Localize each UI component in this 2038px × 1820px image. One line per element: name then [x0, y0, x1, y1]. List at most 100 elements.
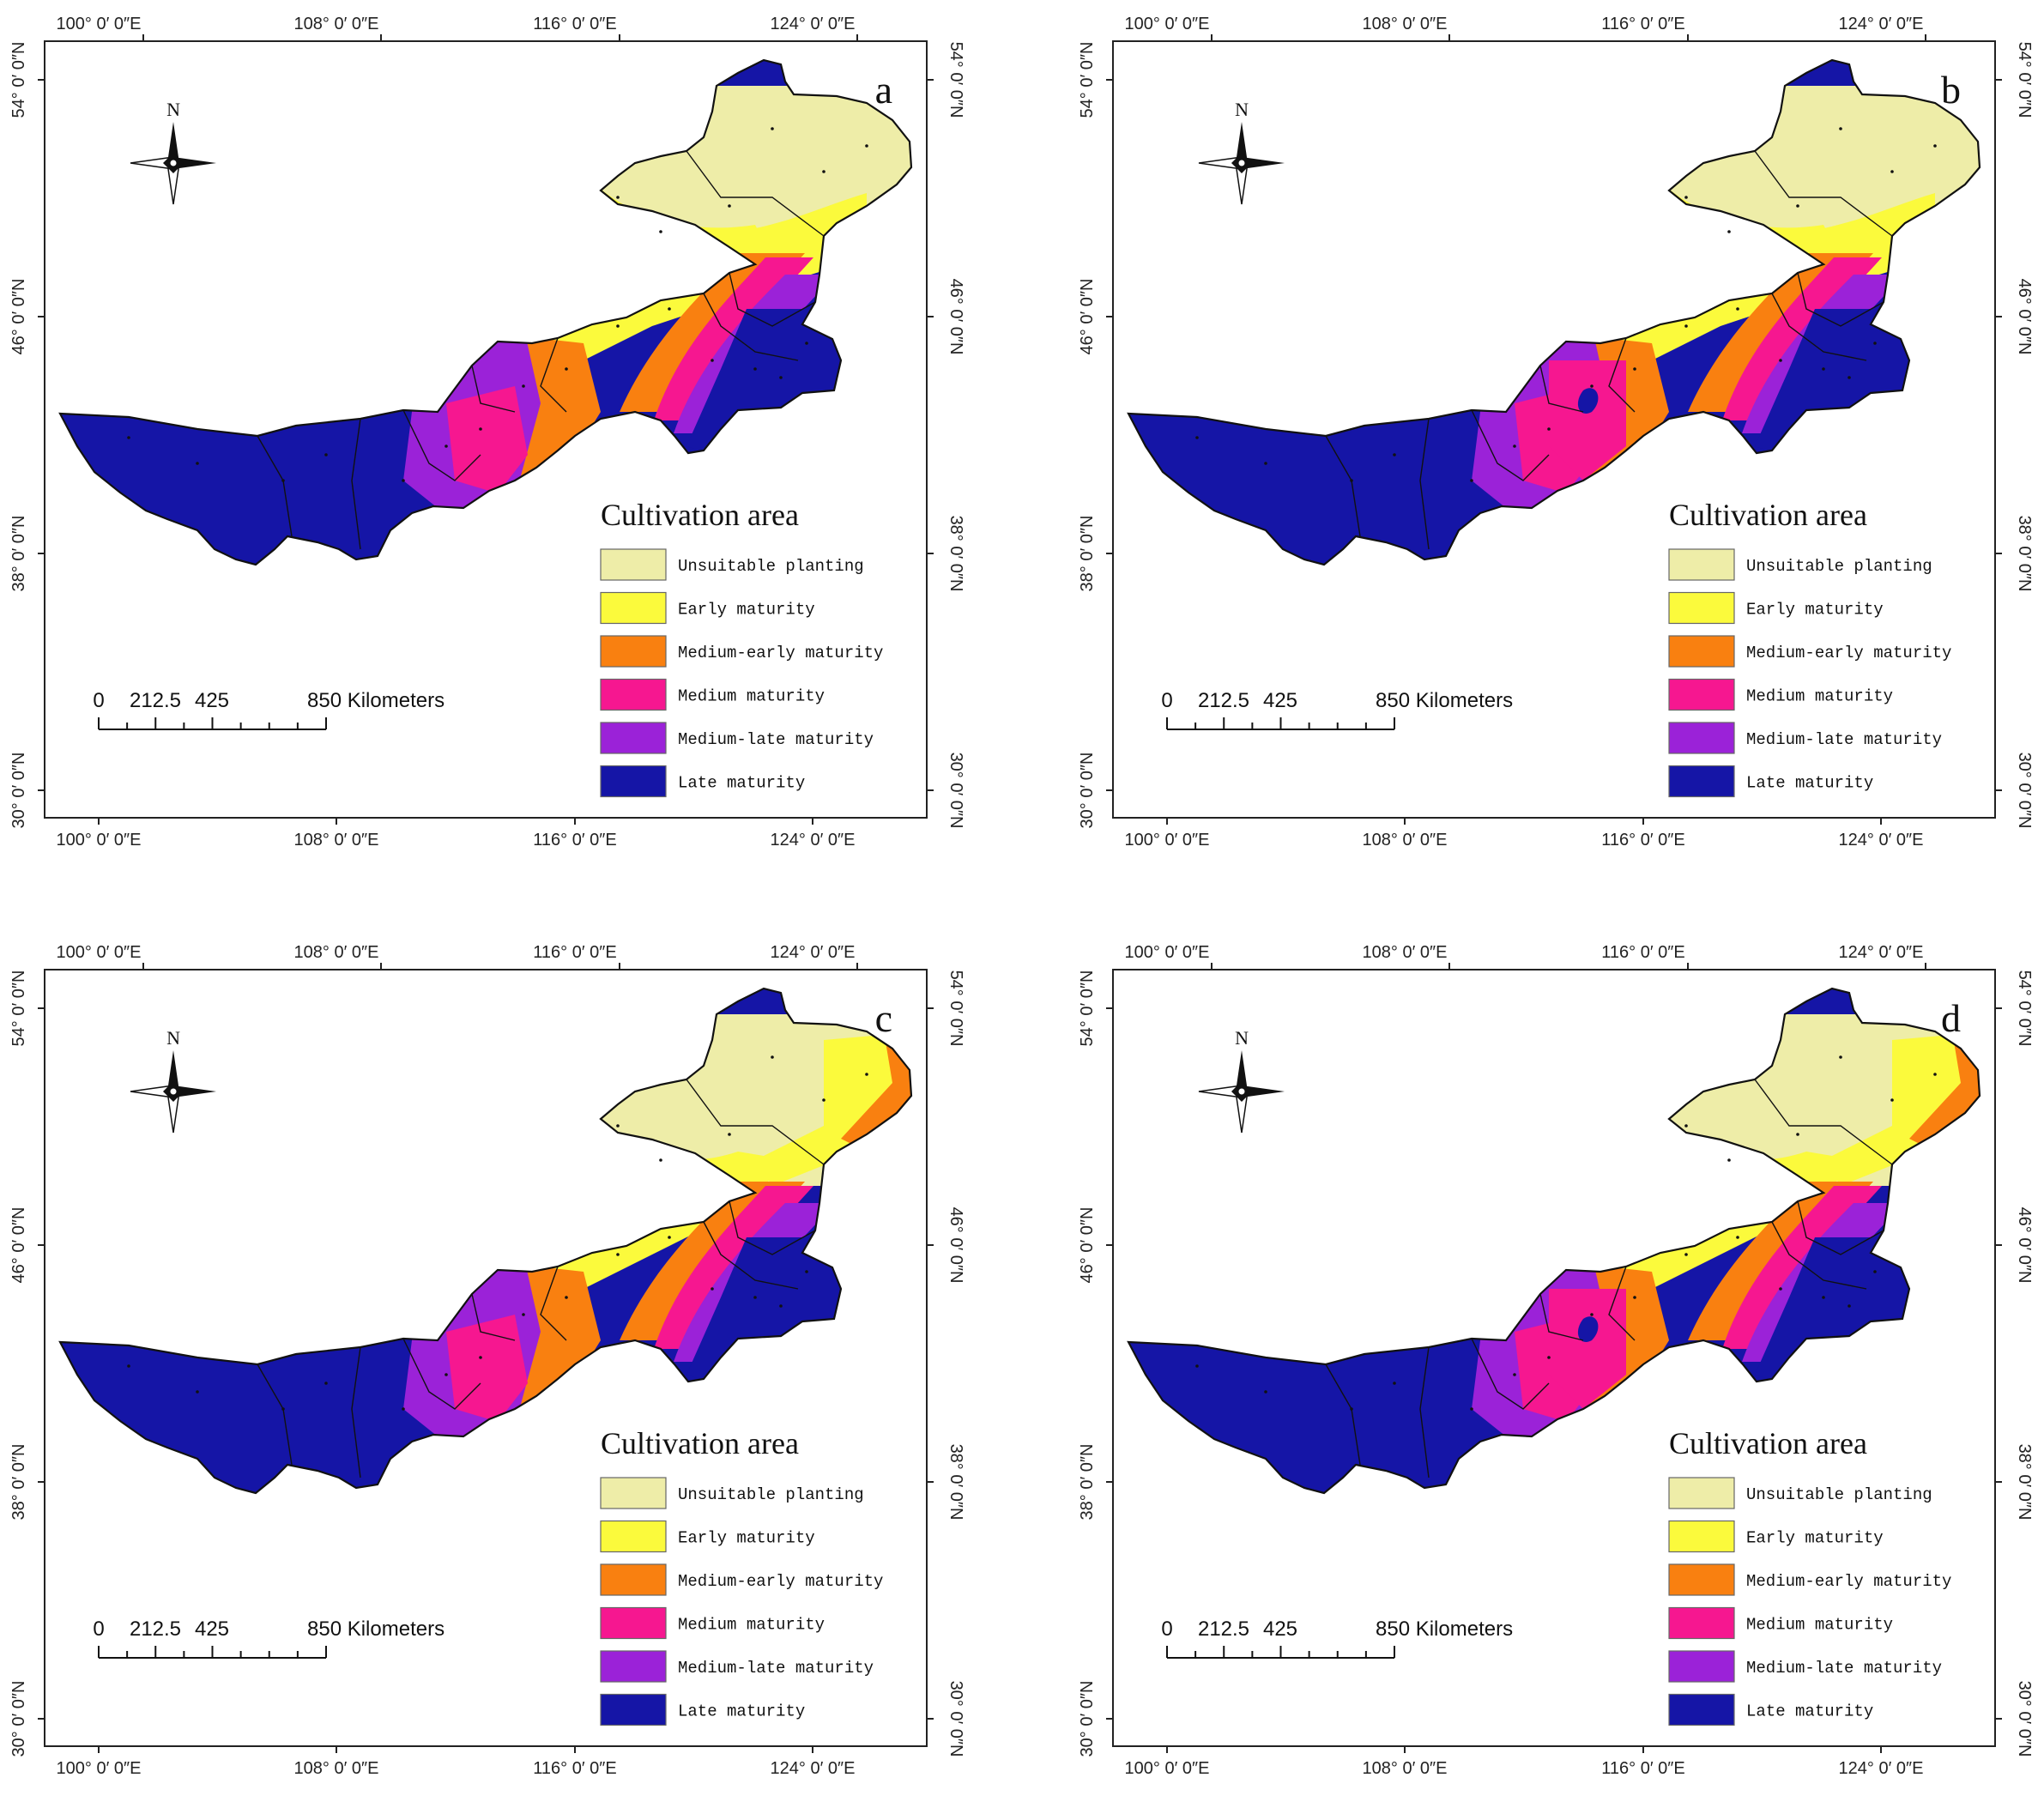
legend-swatch-late [600, 1693, 667, 1726]
scale-bar: 0 212.5 425 850 Kilometers [1161, 1617, 1513, 1659]
top-lon-tick-label: 116° 0′ 0″E [533, 943, 616, 962]
right-lat-tick-label: 30° 0′ 0″N [2015, 1681, 2034, 1757]
legend-label: Unsuitable planting [1746, 1485, 1932, 1504]
right-lat-tick-label: 38° 0′ 0″N [2015, 516, 2034, 592]
bottom-lon-tick-label: 100° 0′ 0″E [1125, 1759, 1210, 1778]
left-lat-tick-label: 38° 0′ 0″N [9, 516, 28, 592]
bottom-lon-tick-label: 100° 0′ 0″E [1125, 831, 1210, 850]
scale-bar: 0 212.5 425 850 Kilometers [93, 689, 444, 730]
scale-bar-label: 0 [93, 1617, 104, 1641]
scale-bar-label: 0 [93, 689, 104, 712]
bottom-lon-tick-label: 100° 0′ 0″E [57, 831, 142, 850]
top-lon-tick-label: 124° 0′ 0″E [771, 943, 856, 962]
bottom-lon-tick-label: 108° 0′ 0″E [1363, 1759, 1448, 1778]
legend-label: Medium maturity [678, 1616, 825, 1635]
zone-late [1755, 1237, 1918, 1383]
scale-bar-label: 850 Kilometers [307, 689, 444, 712]
top-lon-tick-label: 100° 0′ 0″E [57, 15, 142, 33]
zone-late [686, 1237, 850, 1383]
zone-medium [446, 1315, 528, 1422]
north-arrow-compass-icon: N [130, 1027, 216, 1134]
right-lat-tick-label: 38° 0′ 0″N [946, 516, 965, 592]
bottom-lon-tick-label: 108° 0′ 0″E [294, 831, 379, 850]
legend-label: Medium-early maturity [678, 1572, 883, 1591]
left-lat-tick-label: 46° 0′ 0″N [9, 1207, 28, 1284]
region-outline [1127, 987, 1981, 1495]
legend-label: Unsuitable planting [1746, 557, 1932, 576]
panel-letter: a [875, 68, 892, 112]
map-panel-d: 100° 0′ 0″E 108° 0′ 0″E 116° 0′ 0″E 124° 0′… [1068, 928, 2038, 1820]
bottom-lon-tick-label: 116° 0′ 0″E [533, 831, 616, 850]
legend-title: Cultivation area [1669, 1426, 1867, 1460]
north-arrow-compass-icon: N [130, 99, 216, 205]
left-lat-tick-label: 46° 0′ 0″N [1078, 279, 1097, 355]
legend-swatch-medium-early [1668, 1563, 1735, 1596]
station-points [127, 1055, 868, 1411]
scale-bar-label: 212.5 [130, 1617, 181, 1641]
bottom-lon-tick-label: 116° 0′ 0″E [533, 1759, 616, 1778]
legend-swatch-early [600, 591, 667, 625]
legend-swatch-early [1668, 1520, 1735, 1553]
bottom-lon-tick-label: 124° 0′ 0″E [771, 1759, 856, 1778]
panel-letter: d [1941, 996, 1961, 1040]
scale-bar-label: 212.5 [1198, 1617, 1249, 1641]
legend-label: Medium-late maturity [1746, 730, 1942, 749]
legend-swatch-medium-early [1668, 635, 1735, 668]
station-points [1195, 127, 1937, 482]
map-panel-b: 100° 0′ 0″E 108° 0′ 0″E 116° 0′ 0″E 124° 0′… [1068, 0, 2038, 892]
left-lat-tick-label: 30° 0′ 0″N [9, 1681, 28, 1757]
legend-title: Cultivation area [601, 1426, 799, 1460]
legend-label: Late maturity [678, 1702, 805, 1721]
north-label: N [1235, 99, 1249, 120]
legend-swatch-unsuitable [600, 548, 667, 581]
bottom-lon-tick-label: 124° 0′ 0″E [1839, 831, 1924, 850]
right-lat-tick-label: 54° 0′ 0″N [2015, 42, 2034, 118]
scale-bar-label: 850 Kilometers [307, 1617, 444, 1641]
right-lat-tick-label: 46° 0′ 0″N [2015, 279, 2034, 355]
map-svg-d: 100° 0′ 0″E 108° 0′ 0″E 116° 0′ 0″E 124° 0′… [1078, 943, 2034, 1778]
legend-swatch-medium-late [1668, 722, 1735, 754]
legend-label: Medium maturity [678, 687, 825, 706]
bottom-lon-tick-label: 116° 0′ 0″E [1601, 1759, 1684, 1778]
legend-swatch-late [1668, 765, 1735, 798]
top-lon-tick-label: 100° 0′ 0″E [1125, 943, 1210, 962]
scale-bar-label: 850 Kilometers [1376, 1617, 1513, 1641]
legend-label: Late maturity [1746, 774, 1873, 793]
zone-early [1823, 1031, 1980, 1186]
scale-bar-label: 212.5 [130, 689, 181, 712]
top-lon-tick-label: 100° 0′ 0″E [57, 943, 142, 962]
scale-bar: 0 212.5 425 850 Kilometers [1161, 689, 1513, 730]
legend-swatch-medium [1668, 1606, 1735, 1640]
top-lon-tick-label: 124° 0′ 0″E [1839, 15, 1924, 33]
top-lon-tick-label: 116° 0′ 0″E [533, 15, 616, 33]
legend-label: Medium-late maturity [678, 1659, 874, 1678]
legend-label: Medium-early maturity [1746, 644, 1951, 662]
right-lat-tick-label: 38° 0′ 0″N [946, 1444, 965, 1521]
scale-bar-label: 850 Kilometers [1376, 689, 1513, 712]
legend-swatch-medium-late [600, 1650, 667, 1683]
legend-swatch-medium-early [600, 635, 667, 668]
zone-medium [1549, 1289, 1626, 1409]
left-lat-tick-label: 38° 0′ 0″N [1078, 516, 1097, 592]
legend-swatch-medium-late [600, 722, 667, 754]
top-lon-tick-label: 124° 0′ 0″E [1839, 943, 1924, 962]
top-lon-tick-label: 116° 0′ 0″E [1601, 943, 1684, 962]
north-label: N [166, 1027, 180, 1049]
right-lat-tick-label: 54° 0′ 0″N [946, 42, 965, 118]
left-lat-tick-label: 38° 0′ 0″N [9, 1444, 28, 1521]
scale-bar-label: 0 [1161, 689, 1172, 712]
region-outline [1127, 58, 1981, 566]
left-lat-tick-label: 30° 0′ 0″N [1078, 753, 1097, 829]
legend-title: Cultivation area [601, 498, 799, 532]
region-outline [58, 987, 913, 1495]
map-svg-b: 100° 0′ 0″E 108° 0′ 0″E 116° 0′ 0″E 124° 0′… [1078, 15, 2034, 850]
legend-swatch-medium [600, 678, 667, 711]
scale-bar-label: 425 [1263, 1617, 1297, 1641]
top-lon-tick-label: 108° 0′ 0″E [1363, 15, 1448, 33]
left-lat-tick-label: 54° 0′ 0″N [9, 970, 28, 1047]
scale-bar-label: 425 [195, 1617, 229, 1641]
left-lat-tick-label: 46° 0′ 0″N [9, 279, 28, 355]
map-panel-c: 100° 0′ 0″E 108° 0′ 0″E 116° 0′ 0″E 124° 0′… [0, 928, 1019, 1820]
legend-label: Medium maturity [1746, 1616, 1893, 1635]
scale-bar-label: 425 [1263, 689, 1297, 712]
